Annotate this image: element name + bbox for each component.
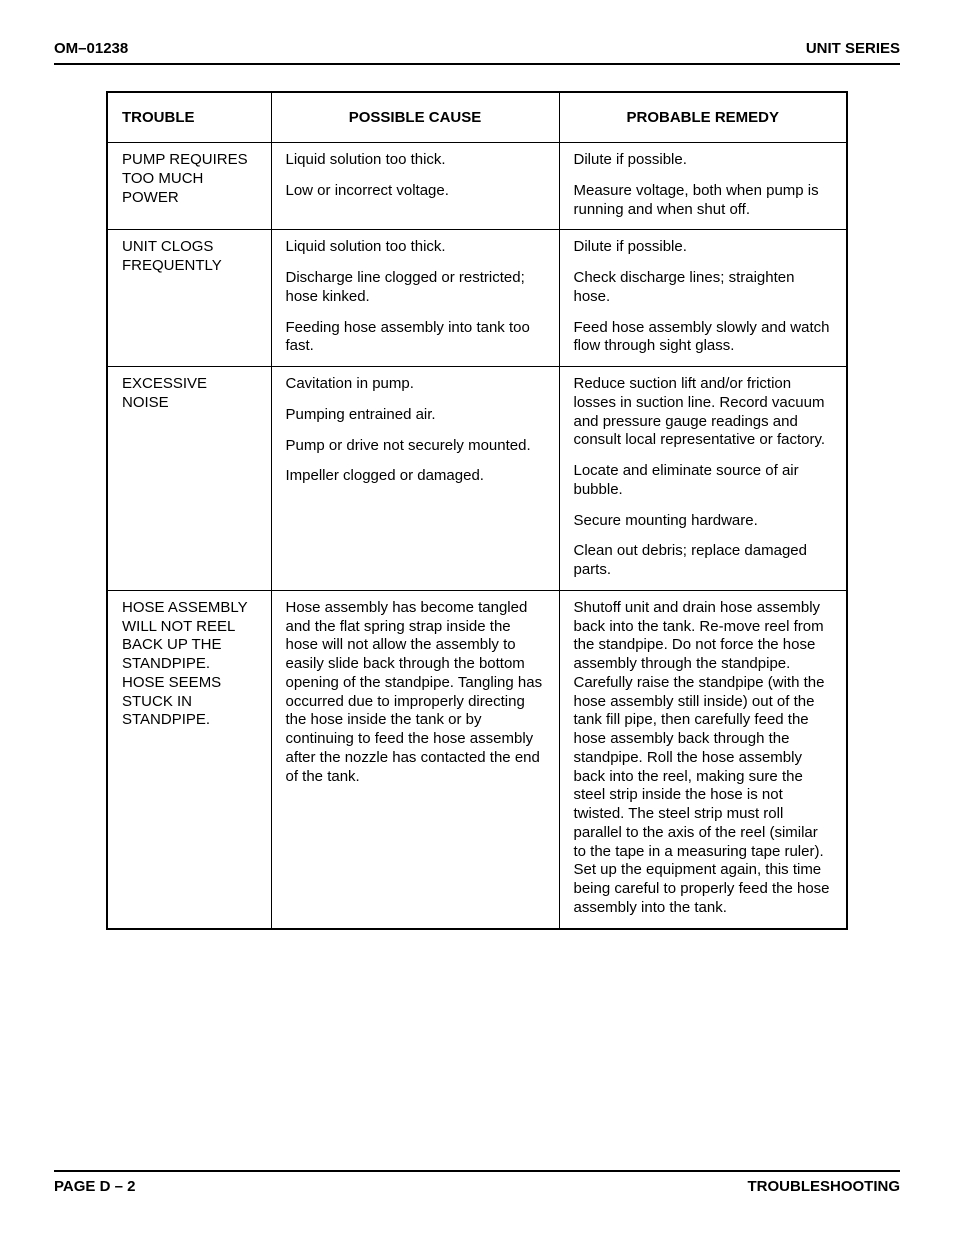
troubleshooting-table: TROUBLE POSSIBLE CAUSE PROBABLE REMEDY P… — [106, 91, 848, 930]
remedy-text: Dilute if possible. — [574, 238, 833, 257]
cause-text: Liquid solution too thick. — [286, 151, 545, 170]
cause-text: Liquid solution too thick. — [286, 238, 545, 257]
remedy-cell: Shutoff unit and drain hose assembly bac… — [559, 590, 847, 928]
col-header-remedy: PROBABLE REMEDY — [559, 92, 847, 143]
remedy-text: Feed hose assembly slowly and watch flow… — [574, 319, 833, 357]
trouble-label: HOSE ASSEMBLY WILL NOT REEL BACK UP THE … — [122, 599, 257, 730]
trouble-label: UNIT CLOGS FREQUENTLY — [122, 238, 257, 276]
trouble-label: EXCESSIVE NOISE — [122, 375, 257, 413]
footer-section-title: TROUBLESHOOTING — [748, 1178, 901, 1195]
remedy-text: Measure voltage, both when pump is runni… — [574, 182, 833, 220]
remedy-text: Locate and eliminate source of air bubbl… — [574, 462, 833, 500]
cause-text: Feeding hose assembly into tank too fast… — [286, 319, 545, 357]
remedy-text: Check discharge lines; straighten hose. — [574, 269, 833, 307]
col-header-trouble: TROUBLE — [107, 92, 271, 143]
table-header-row: TROUBLE POSSIBLE CAUSE PROBABLE REMEDY — [107, 92, 847, 143]
cause-cell: Cavitation in pump. Pumping entrained air… — [271, 367, 559, 591]
table-body: PUMP REQUIRES TOO MUCH POWERLiquid solut… — [107, 143, 847, 929]
header-doc-id: OM–01238 — [54, 40, 128, 57]
remedy-text: Clean out debris; replace damaged parts. — [574, 542, 833, 580]
cause-cell: Liquid solution too thick. Low or incorre… — [271, 143, 559, 230]
page-header: OM–01238 UNIT SERIES — [54, 40, 900, 65]
table-row: UNIT CLOGS FREQUENTLY Liquid solution too… — [107, 230, 847, 367]
cause-text: Pump or drive not securely mounted. — [286, 437, 545, 456]
footer-page-number: PAGE D – 2 — [54, 1178, 135, 1195]
remedy-cell: Reduce suction lift and/or friction loss… — [559, 367, 847, 591]
cause-text: Impeller clogged or damaged. — [286, 467, 545, 486]
header-series: UNIT SERIES — [806, 40, 900, 57]
page-content: TROUBLE POSSIBLE CAUSE PROBABLE REMEDY P… — [54, 65, 900, 1195]
remedy-text: Reduce suction lift and/or friction loss… — [574, 375, 833, 450]
trouble-cell: PUMP REQUIRES TOO MUCH POWER — [107, 143, 271, 230]
document-page: OM–01238 UNIT SERIES TROUBLE POSSIBLE CA… — [0, 0, 954, 1235]
remedy-cell: Dilute if possible. Measure voltage, both… — [559, 143, 847, 230]
table-row: EXCESSIVE NOISE Cavitation in pump. Pumpin… — [107, 367, 847, 591]
remedy-cell: Dilute if possible. Check discharge lines… — [559, 230, 847, 367]
page-footer: PAGE D – 2 TROUBLESHOOTING — [54, 1170, 900, 1195]
trouble-cell: UNIT CLOGS FREQUENTLY — [107, 230, 271, 367]
cause-text: Discharge line clogged or restricted; ho… — [286, 269, 545, 307]
remedy-text: Secure mounting hardware. — [574, 512, 833, 531]
trouble-label: PUMP REQUIRES TOO MUCH POWER — [122, 151, 257, 207]
col-header-cause: POSSIBLE CAUSE — [271, 92, 559, 143]
cause-text: Cavitation in pump. — [286, 375, 545, 394]
cause-text: Hose assembly has become tangled and the… — [286, 599, 545, 787]
cause-cell: Hose assembly has become tangled and the… — [271, 590, 559, 928]
table-row: HOSE ASSEMBLY WILL NOT REEL BACK UP THE … — [107, 590, 847, 928]
trouble-cell: HOSE ASSEMBLY WILL NOT REEL BACK UP THE … — [107, 590, 271, 928]
trouble-cell: EXCESSIVE NOISE — [107, 367, 271, 591]
cause-text: Pumping entrained air. — [286, 406, 545, 425]
remedy-text: Shutoff unit and drain hose assembly bac… — [574, 599, 833, 918]
cause-text: Low or incorrect voltage. — [286, 182, 545, 201]
table-row: PUMP REQUIRES TOO MUCH POWERLiquid solut… — [107, 143, 847, 230]
cause-cell: Liquid solution too thick. Discharge line… — [271, 230, 559, 367]
remedy-text: Dilute if possible. — [574, 151, 833, 170]
